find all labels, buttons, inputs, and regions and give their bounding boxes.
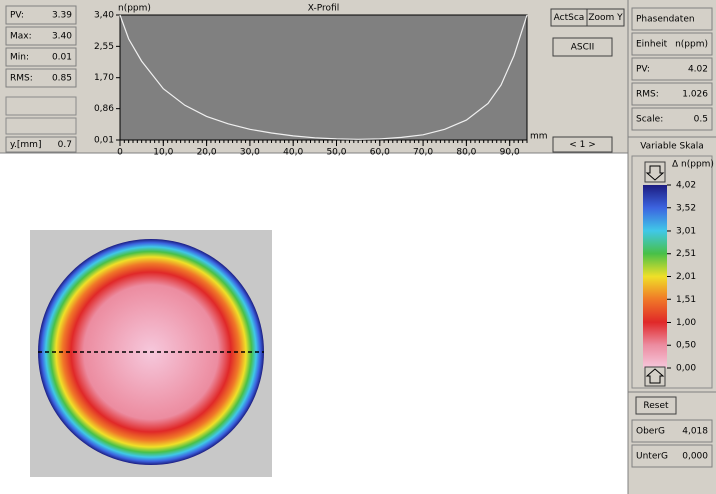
readout bbox=[631, 57, 713, 81]
scale-tick-label: 2,51 bbox=[676, 249, 696, 259]
readout bbox=[631, 82, 713, 106]
y-tick-label: 2,55 bbox=[94, 42, 114, 52]
y-tick-label: 1,70 bbox=[94, 73, 114, 83]
readout-label: Min: bbox=[10, 53, 29, 63]
readout-value: 0.85 bbox=[52, 74, 72, 84]
button-label[interactable]: < 1 > bbox=[569, 140, 596, 150]
button[interactable] bbox=[552, 136, 613, 153]
arrow-down bbox=[645, 165, 665, 181]
x-tick-label: 90,0 bbox=[500, 148, 520, 158]
scale-title: Variable Skala bbox=[640, 142, 704, 152]
button-label[interactable]: ActSca bbox=[554, 13, 585, 23]
readout bbox=[631, 32, 713, 56]
limit-field-label: OberG bbox=[636, 427, 665, 437]
scale-tick-label: 1,51 bbox=[676, 295, 696, 305]
scale-tick-label: 0,00 bbox=[676, 364, 696, 374]
readout-value: 0.7 bbox=[58, 140, 72, 150]
limit-field-value: 4,018 bbox=[682, 427, 708, 437]
readout-label: y.[mm] bbox=[10, 140, 41, 150]
arrow-button[interactable] bbox=[644, 161, 666, 183]
readout bbox=[5, 26, 77, 46]
limit-field bbox=[631, 444, 713, 468]
limit-field-value: 0,000 bbox=[682, 452, 708, 462]
color-bar bbox=[643, 185, 667, 368]
y-tick-label: 3,40 bbox=[94, 11, 114, 21]
x-tick-label: 50,0 bbox=[326, 148, 346, 158]
readout-value: 0.5 bbox=[694, 115, 708, 125]
y-tick-label: 0,86 bbox=[94, 104, 114, 114]
profile-curve bbox=[119, 14, 528, 140]
limit-field-label: UnterG bbox=[636, 452, 668, 462]
button[interactable] bbox=[552, 37, 613, 57]
panel-title: Phasendaten bbox=[636, 15, 695, 25]
x-tick-label: 80,0 bbox=[456, 148, 476, 158]
readout-label: PV: bbox=[10, 11, 24, 21]
readout bbox=[5, 47, 77, 67]
x-tick-label: 10,0 bbox=[153, 148, 173, 158]
readout-value: 0.01 bbox=[52, 53, 72, 63]
x-axis-label: mm bbox=[530, 132, 548, 142]
readout-label: Einheit bbox=[636, 40, 668, 50]
readout bbox=[5, 5, 77, 25]
plot-area bbox=[119, 14, 528, 141]
empty-field bbox=[5, 117, 77, 135]
button-label[interactable]: Reset bbox=[643, 401, 669, 411]
empty-field bbox=[5, 96, 77, 116]
arrow-up bbox=[645, 368, 665, 384]
scale-tick-label: 1,00 bbox=[676, 318, 696, 328]
scale-tick-label: 3,52 bbox=[676, 203, 696, 213]
readout-value: n(ppm) bbox=[675, 40, 708, 50]
x-tick-label: 20,0 bbox=[197, 148, 217, 158]
readout-value: 3.39 bbox=[52, 11, 72, 21]
scale-tick-label: 0,50 bbox=[676, 341, 696, 351]
button[interactable] bbox=[586, 8, 625, 27]
x-tick-label: 40,0 bbox=[283, 148, 303, 158]
x-tick-label: 30,0 bbox=[240, 148, 260, 158]
readout-label: Max: bbox=[10, 32, 32, 42]
scale-tick-label: 2,01 bbox=[676, 272, 696, 282]
chart-title: X-Profil bbox=[308, 4, 339, 14]
y-axis-label: n(ppm) bbox=[118, 4, 151, 14]
x-tick-label: 70,0 bbox=[413, 148, 433, 158]
panel-title-box bbox=[631, 7, 713, 31]
readout-label: PV: bbox=[636, 65, 650, 75]
x-tick-label: 60,0 bbox=[370, 148, 390, 158]
readout-label: Scale: bbox=[636, 115, 663, 125]
scale-tick-label: 3,01 bbox=[676, 226, 696, 236]
limit-field bbox=[631, 419, 713, 443]
readout-value: 3.40 bbox=[52, 32, 72, 42]
readout-value: 4.02 bbox=[688, 65, 708, 75]
button-label[interactable]: Zoom Y bbox=[588, 13, 623, 23]
readout-label: RMS: bbox=[636, 90, 659, 100]
button-label[interactable]: ASCII bbox=[571, 43, 594, 53]
readout bbox=[5, 136, 77, 153]
scale-tick-label: 4,02 bbox=[676, 181, 696, 191]
scale-unit: Δ n(ppm) bbox=[672, 160, 714, 170]
readout-value: 1.026 bbox=[682, 90, 708, 100]
readout bbox=[631, 107, 713, 131]
x-tick-label: 0 bbox=[117, 148, 123, 158]
button[interactable] bbox=[635, 396, 677, 415]
readout bbox=[5, 68, 77, 88]
readout-label: RMS: bbox=[10, 74, 33, 84]
y-tick-label: 0,01 bbox=[94, 136, 114, 146]
